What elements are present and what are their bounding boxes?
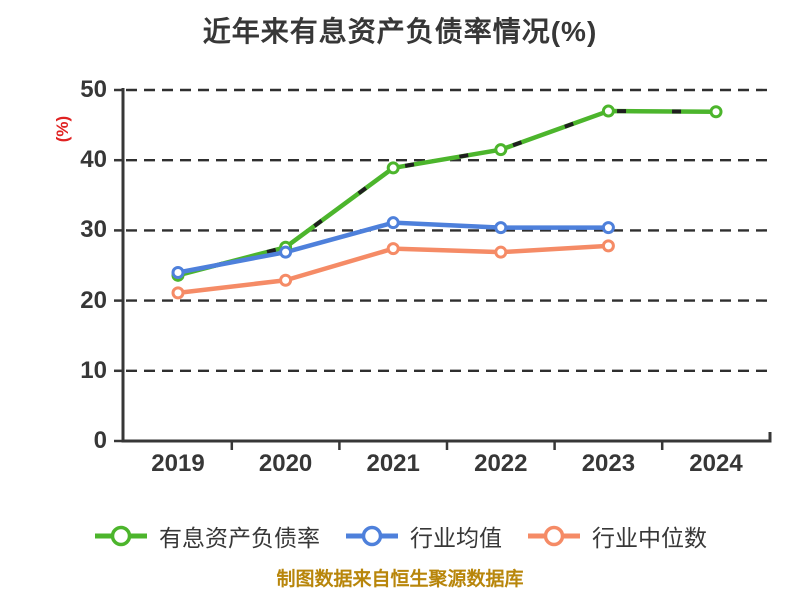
x-tick-label: 2024 [689, 450, 743, 477]
data-point-marker-1 [279, 245, 293, 259]
y-tick-label: 20 [80, 286, 107, 314]
legend-item-series-2: 行业中位数 [526, 519, 707, 553]
data-point-marker-2 [279, 273, 293, 287]
data-point-marker-1 [171, 266, 185, 280]
legend-label: 行业中位数 [592, 525, 707, 551]
legend: 有息资产负债率 行业均值 行业中位数 [0, 519, 800, 553]
data-point-marker-0 [601, 104, 615, 118]
data-point-marker-2 [601, 239, 615, 253]
data-point-marker-1 [601, 221, 615, 235]
y-tick-label: 10 [80, 356, 107, 384]
data-point-marker-0 [709, 105, 723, 119]
legend-label: 行业均值 [410, 525, 502, 551]
data-point-marker-2 [386, 242, 400, 256]
data-point-marker-1 [386, 216, 400, 230]
data-point-marker-2 [171, 286, 185, 300]
y-tick-label: 50 [80, 76, 107, 103]
data-point-marker-0 [494, 143, 508, 157]
x-tick-label: 2020 [258, 450, 313, 477]
x-tick-label: 2019 [151, 450, 205, 477]
data-source-note: 制图数据来自恒生聚源数据库 [276, 569, 524, 590]
series-line-overlay-0 [177, 109, 717, 278]
legend-label: 有息资产负债率 [159, 525, 320, 551]
legend-item-series-0: 有息资产负债率 [93, 519, 320, 553]
data-point-marker-1 [494, 221, 508, 235]
legend-item-series-1: 行业均值 [344, 519, 502, 553]
legend-line-circle-icon [95, 525, 147, 547]
x-tick-label: 2022 [474, 450, 528, 477]
x-tick-label: 2021 [366, 450, 420, 477]
y-tick-label: 40 [80, 146, 107, 174]
legend-line-circle-icon [346, 525, 398, 547]
x-tick-label: 2023 [581, 450, 636, 477]
data-point-marker-0 [386, 161, 400, 175]
y-tick-label: 0 [93, 427, 107, 454]
y-tick-label: 30 [80, 216, 107, 244]
chart-title: 近年来有息资产负债率情况(%) [202, 16, 598, 47]
data-point-marker-2 [494, 245, 508, 259]
legend-line-circle-icon [528, 525, 580, 547]
